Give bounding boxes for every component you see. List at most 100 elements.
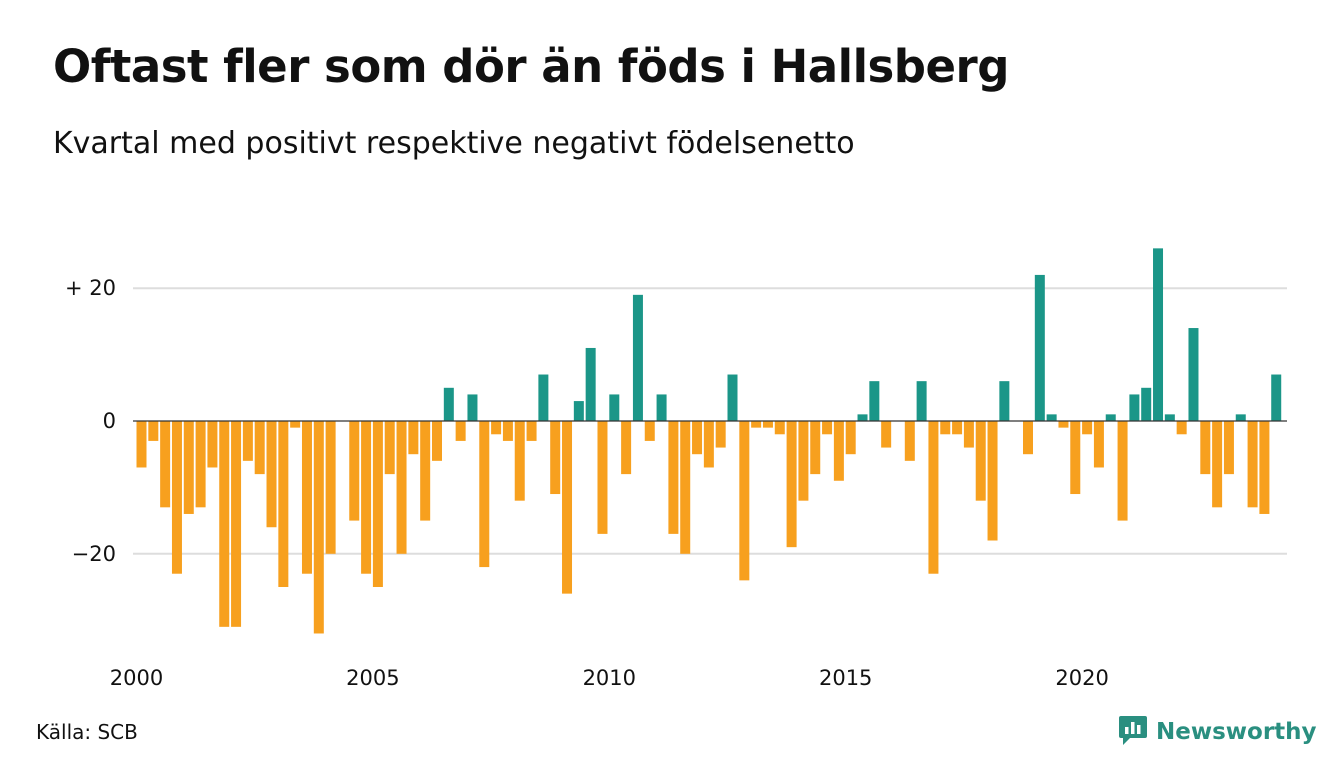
bar-negative (928, 421, 939, 574)
bar-positive (869, 381, 880, 421)
bar-negative (703, 421, 714, 468)
bar-negative (502, 421, 513, 441)
bar-negative (325, 421, 336, 554)
bar-negative (798, 421, 809, 501)
bar-negative (278, 421, 289, 587)
bar-negative (266, 421, 277, 528)
bar-negative (1023, 421, 1033, 455)
bar-negative (1259, 421, 1270, 514)
bar-negative (786, 421, 797, 548)
bar-negative (183, 421, 194, 514)
x-tick-label: 2005 (346, 666, 399, 690)
bar-negative (680, 421, 691, 554)
bar-positive (1046, 414, 1057, 421)
bar-negative (1070, 421, 1081, 495)
bar-positive (999, 381, 1010, 421)
bar-positive (467, 394, 478, 421)
bar-negative (952, 421, 963, 435)
x-tick-label: 2000 (110, 666, 163, 690)
bar-negative (715, 421, 726, 448)
bar-negative (290, 421, 301, 428)
bar-negative (1082, 421, 1093, 435)
bar-positive (443, 387, 454, 421)
bar-negative (420, 421, 431, 521)
chart-title: Oftast fler som dör än föds i Hallsberg (53, 40, 1009, 93)
bar-negative (1212, 421, 1223, 508)
x-tick-label: 2020 (1055, 666, 1108, 690)
bar-positive (1141, 387, 1152, 421)
bar-positive (727, 374, 738, 421)
y-axis-labels: + 20 0 −20 (65, 276, 116, 566)
bar-chart: + 20 0 −20 2000 2005 2010 2015 2020 (65, 248, 1287, 690)
bar-negative (940, 421, 951, 435)
y-tick-label: 0 (103, 409, 116, 433)
bar-negative (833, 421, 844, 481)
bar-positive (1129, 394, 1140, 421)
bar-positive (1164, 414, 1175, 421)
bar-negative (207, 421, 218, 468)
bar-negative (195, 421, 206, 508)
bar-positive (656, 394, 667, 421)
bar-negative (313, 421, 324, 634)
bar-negative (692, 421, 703, 455)
bar-positive (1271, 374, 1282, 421)
bar-negative (762, 421, 773, 428)
newsworthy-logo-text: Newsworthy (1156, 719, 1317, 745)
bar-negative (231, 421, 242, 627)
bar-negative (254, 421, 265, 475)
bar-negative (597, 421, 608, 534)
bar-positive (609, 394, 620, 421)
bar-negative (975, 421, 986, 501)
bar-negative (1247, 421, 1258, 508)
bar-positive (1235, 414, 1246, 421)
bar-negative (432, 421, 442, 461)
bar-negative (479, 421, 490, 568)
bar-negative (562, 421, 573, 594)
bar-negative (963, 421, 974, 448)
y-tick-label: + 20 (65, 276, 116, 300)
source-note: Källa: SCB (36, 720, 138, 744)
bar-negative (1058, 421, 1069, 428)
bar-negative (774, 421, 785, 435)
bar-negative (384, 421, 395, 475)
newsworthy-logo[interactable]: Newsworthy (1118, 714, 1317, 750)
bar-negative (349, 421, 360, 521)
bar-negative (668, 421, 679, 534)
bar-negative (1093, 421, 1104, 468)
bar-negative (396, 421, 407, 554)
x-axis-labels: 2000 2005 2010 2015 2020 (110, 666, 1109, 690)
bar-negative (148, 421, 159, 441)
bar-negative (171, 421, 182, 574)
bar-positive (1188, 328, 1199, 421)
bar-negative (644, 421, 655, 441)
bar-negative (904, 421, 915, 461)
bar-negative (526, 421, 537, 441)
bar-positive (632, 294, 643, 421)
bars (136, 248, 1282, 634)
bar-negative (1117, 421, 1128, 521)
chart-subtitle: Kvartal med positivt respektive negativt… (53, 126, 855, 161)
bar-negative (372, 421, 383, 587)
x-tick-label: 2015 (819, 666, 872, 690)
bar-negative (160, 421, 171, 508)
x-tick-label: 2010 (583, 666, 636, 690)
bar-negative (491, 421, 502, 435)
bar-negative (301, 421, 312, 574)
bar-negative (739, 421, 750, 581)
bar-positive (573, 401, 584, 421)
bar-negative (514, 421, 525, 501)
bar-negative (822, 421, 833, 435)
bar-negative (1223, 421, 1234, 475)
bar-negative (219, 421, 230, 627)
bar-positive (916, 381, 927, 421)
newsworthy-logo-icon (1118, 714, 1148, 750)
bar-negative (810, 421, 821, 475)
bar-negative (845, 421, 856, 455)
bar-negative (408, 421, 419, 455)
bar-negative (550, 421, 561, 495)
bar-negative (1176, 421, 1187, 435)
bar-negative (455, 421, 466, 441)
bar-negative (242, 421, 253, 461)
bar-negative (881, 421, 892, 448)
bar-positive (585, 347, 596, 421)
